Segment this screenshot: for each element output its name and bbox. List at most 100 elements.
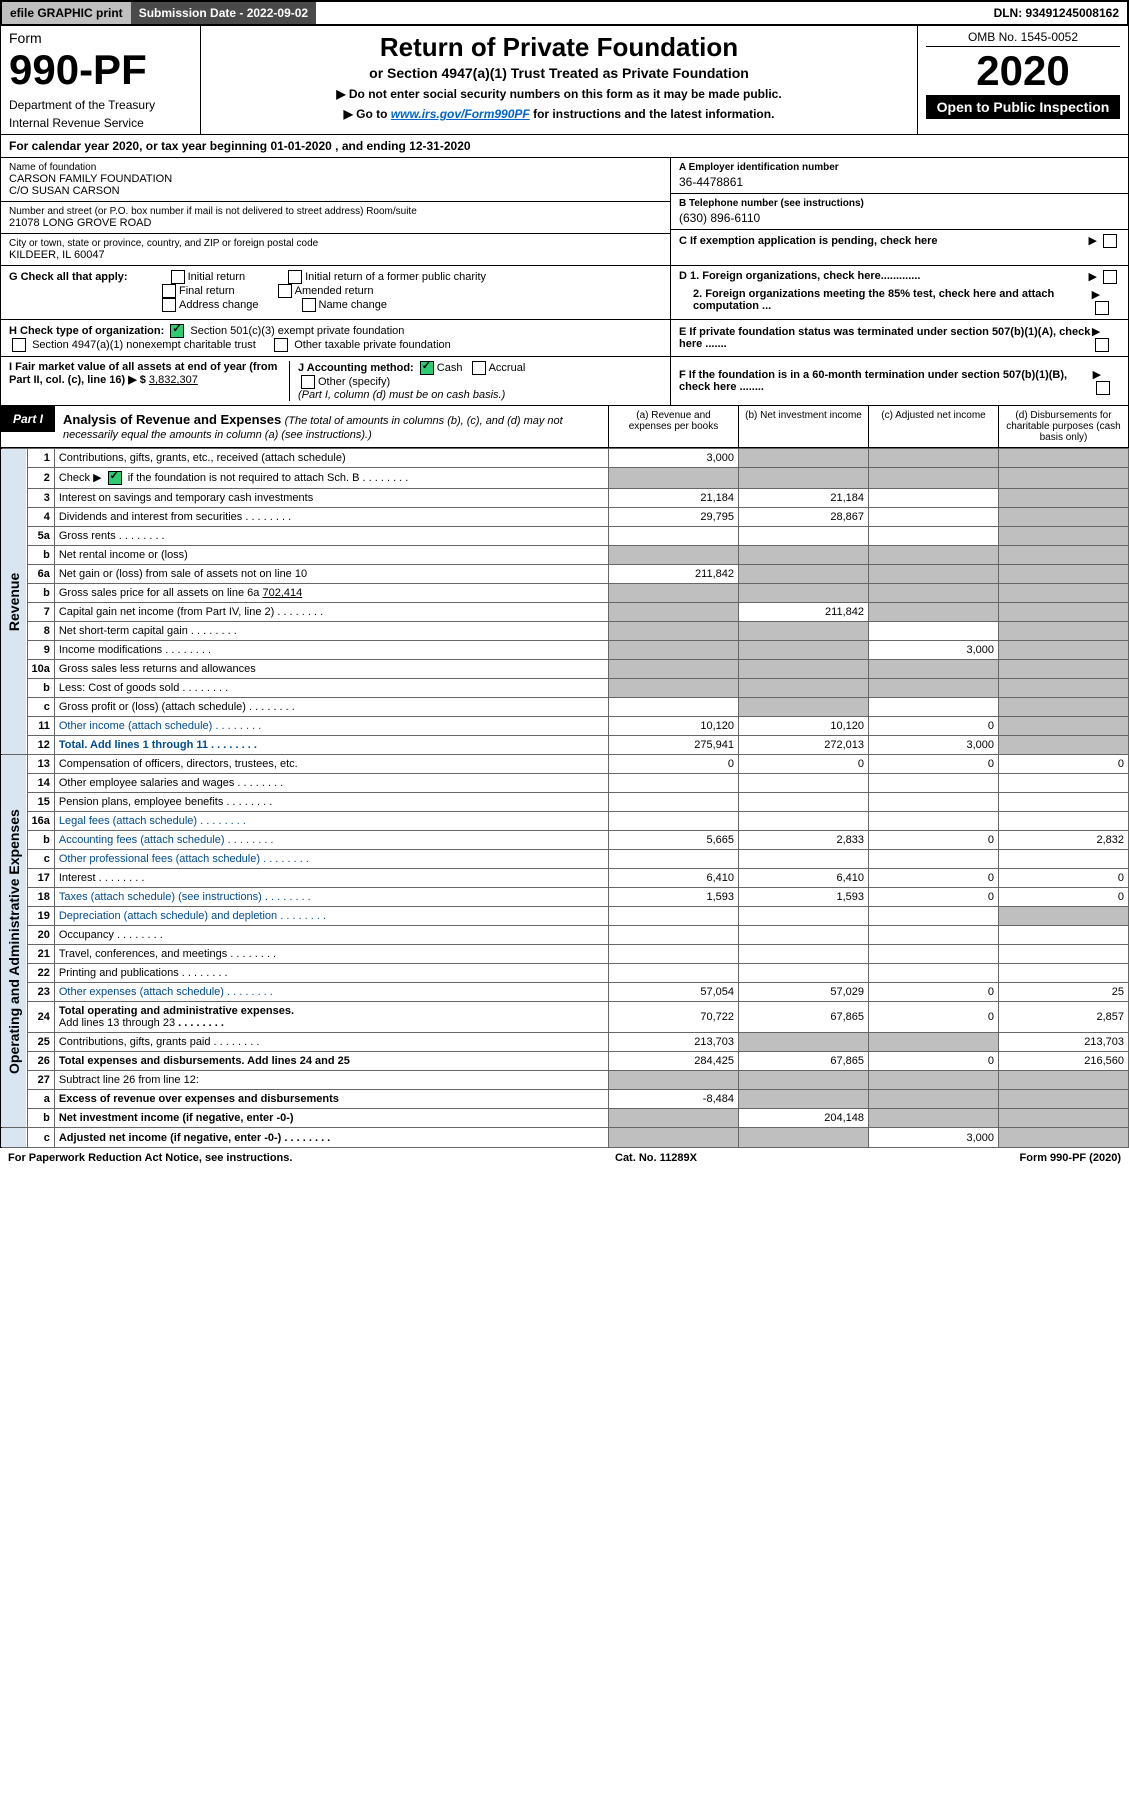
city-block: City or town, state or province, country… (1, 234, 670, 265)
table-row: 20Occupancy (1, 926, 1129, 945)
address-change-checkbox[interactable] (162, 298, 176, 312)
h-check-block: H Check type of organization: Section 50… (1, 320, 671, 356)
city-label: City or town, state or province, country… (9, 238, 662, 249)
name-block: Name of foundation CARSON FAMILY FOUNDAT… (1, 158, 670, 202)
table-row: 3Interest on savings and temporary cash … (1, 489, 1129, 508)
f-checkbox[interactable] (1096, 381, 1110, 395)
part1-header: Part I Analysis of Revenue and Expenses … (0, 406, 1129, 448)
name-change-checkbox[interactable] (302, 298, 316, 312)
part1-title-block: Analysis of Revenue and Expenses (The to… (55, 406, 608, 447)
exemption-pending-row: C If exemption application is pending, c… (671, 230, 1128, 252)
submission-date: Submission Date - 2022-09-02 (131, 2, 316, 24)
header-right: OMB No. 1545-0052 2020 Open to Public In… (918, 26, 1128, 134)
form-ref: Form 990-PF (2020) (1020, 1152, 1121, 1164)
note-ssn: ▶ Do not enter social security numbers o… (209, 87, 909, 101)
table-row: 4Dividends and interest from securities … (1, 508, 1129, 527)
d2-label: 2. Foreign organizations meeting the 85%… (679, 288, 1092, 315)
amended-return-label: Amended return (295, 285, 374, 297)
h-4947-checkbox[interactable] (12, 338, 26, 352)
note-link: ▶ Go to www.irs.gov/Form990PF for instru… (209, 107, 909, 121)
j-other-label: Other (specify) (318, 376, 390, 388)
c-label: C If exemption application is pending, c… (679, 235, 938, 247)
table-row: 24Total operating and administrative exp… (1, 1002, 1129, 1033)
j-note: (Part I, column (d) must be on cash basi… (298, 389, 662, 401)
table-row: 14Other employee salaries and wages (1, 774, 1129, 793)
dln: DLN: 93491245008162 (986, 2, 1127, 24)
open-inspection: Open to Public Inspection (926, 95, 1120, 119)
j-cash-label: Cash (437, 362, 463, 374)
final-return-checkbox[interactable] (162, 284, 176, 298)
c-arrow: ▶ (1088, 234, 1120, 248)
header-left: Form 990-PF Department of the Treasury I… (1, 26, 201, 134)
initial-former-checkbox[interactable] (288, 270, 302, 284)
j-accrual-label: Accrual (489, 362, 526, 374)
entity-info: Name of foundation CARSON FAMILY FOUNDAT… (0, 158, 1129, 266)
cat-number: Cat. No. 11289X (615, 1152, 697, 1164)
table-row: 19Depreciation (attach schedule) and dep… (1, 907, 1129, 926)
form-number: 990-PF (9, 46, 192, 94)
table-row: 22Printing and publications (1, 964, 1129, 983)
table-row: 8Net short-term capital gain (1, 622, 1129, 641)
irs-link[interactable]: www.irs.gov/Form990PF (391, 107, 530, 121)
table-row: 9Income modifications 3,000 (1, 641, 1129, 660)
table-row: bNet rental income or (loss) (1, 546, 1129, 565)
i-label: I Fair market value of all assets at end… (9, 361, 277, 386)
h-label: H Check type of organization: (9, 325, 164, 337)
ijf-section: I Fair market value of all assets at end… (0, 357, 1129, 406)
ein-label: A Employer identification number (679, 162, 1120, 173)
calendar-year-row: For calendar year 2020, or tax year begi… (0, 135, 1129, 158)
h-other-label: Other taxable private foundation (294, 339, 451, 351)
h-section: H Check type of organization: Section 50… (0, 320, 1129, 357)
j-accrual-checkbox[interactable] (472, 361, 486, 375)
table-row: Revenue 1Contributions, gifts, grants, e… (1, 449, 1129, 468)
c-checkbox[interactable] (1103, 234, 1117, 248)
table-row: cGross profit or (loss) (attach schedule… (1, 698, 1129, 717)
phone-block: B Telephone number (see instructions) (6… (671, 194, 1128, 230)
table-row: 6aNet gain or (loss) from sale of assets… (1, 565, 1129, 584)
j-cash-checkbox[interactable] (420, 361, 434, 375)
table-row: cOther professional fees (attach schedul… (1, 850, 1129, 869)
table-row: 15Pension plans, employee benefits (1, 793, 1129, 812)
e-label: E If private foundation status was termi… (679, 326, 1092, 350)
efile-label: efile GRAPHIC print (2, 2, 131, 24)
d2-checkbox[interactable] (1095, 301, 1109, 315)
initial-former-label: Initial return of a former public charit… (305, 271, 486, 283)
d1-checkbox[interactable] (1103, 270, 1117, 284)
j-other-checkbox[interactable] (301, 375, 315, 389)
note-link-prefix: ▶ Go to (344, 107, 391, 121)
table-row: bAccounting fees (attach schedule) 5,665… (1, 831, 1129, 850)
address-label: Number and street (or P.O. box number if… (9, 206, 662, 217)
ij-block: I Fair market value of all assets at end… (1, 357, 671, 405)
entity-left: Name of foundation CARSON FAMILY FOUNDAT… (1, 158, 671, 265)
column-headers: (a) Revenue and expenses per books (b) N… (608, 406, 1128, 447)
city-state-zip: KILDEER, IL 60047 (9, 249, 662, 261)
g-h-section: G Check all that apply: Initial return I… (0, 266, 1129, 320)
entity-right: A Employer identification number 36-4478… (671, 158, 1128, 265)
table-row: 23Other expenses (attach schedule) 57,05… (1, 983, 1129, 1002)
col-d-header: (d) Disbursements for charitable purpose… (998, 406, 1128, 447)
schb-checkbox[interactable] (108, 471, 122, 485)
table-row: 7Capital gain net income (from Part IV, … (1, 603, 1129, 622)
initial-return-label: Initial return (188, 271, 245, 283)
gross-sales-6a: 702,414 (262, 587, 332, 599)
form-word: Form (9, 30, 192, 46)
table-row: Operating and Administrative Expenses 13… (1, 755, 1129, 774)
e-checkbox[interactable] (1095, 338, 1109, 352)
col-a-header: (a) Revenue and expenses per books (608, 406, 738, 447)
table-row: cAdjusted net income (if negative, enter… (1, 1128, 1129, 1148)
name-label: Name of foundation (9, 162, 662, 173)
amended-return-checkbox[interactable] (278, 284, 292, 298)
address-change-label: Address change (179, 299, 259, 311)
dept-treasury: Department of the Treasury (9, 98, 192, 112)
table-row: 25Contributions, gifts, grants paid 213,… (1, 1033, 1129, 1052)
side-expenses: Operating and Administrative Expenses (1, 755, 27, 1128)
d1-label: D 1. Foreign organizations, check here..… (679, 270, 920, 284)
h-other-checkbox[interactable] (274, 338, 288, 352)
final-return-label: Final return (179, 285, 235, 297)
e-block: E If private foundation status was termi… (671, 320, 1128, 356)
table-row: 18Taxes (attach schedule) (see instructi… (1, 888, 1129, 907)
table-row: 5aGross rents (1, 527, 1129, 546)
h-501c3-checkbox[interactable] (170, 324, 184, 338)
table-row: 26Total expenses and disbursements. Add … (1, 1052, 1129, 1071)
initial-return-checkbox[interactable] (171, 270, 185, 284)
